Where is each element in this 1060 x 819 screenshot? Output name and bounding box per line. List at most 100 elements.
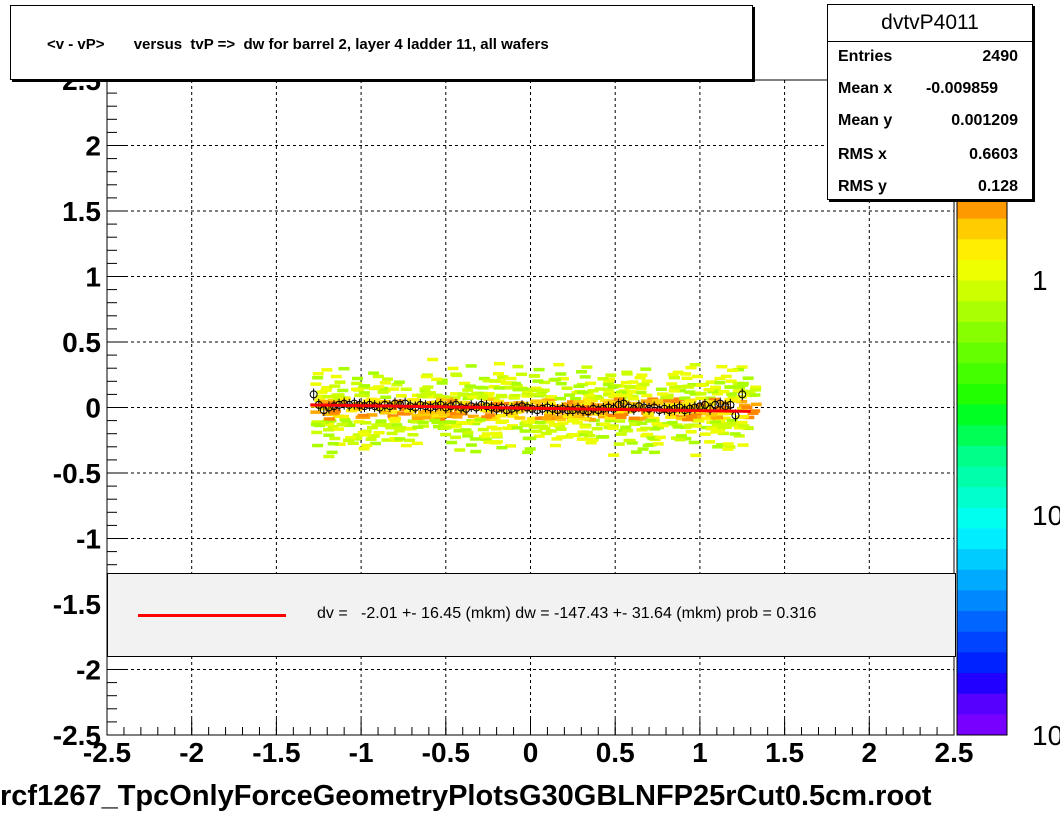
heatmap-cell bbox=[462, 434, 474, 438]
heatmap-cell bbox=[620, 425, 632, 430]
heatmap-cell bbox=[457, 393, 469, 397]
heatmap-cell bbox=[737, 443, 749, 447]
heatmap-cell bbox=[450, 435, 462, 440]
heatmap-cell bbox=[713, 429, 725, 433]
heatmap-cell bbox=[564, 393, 576, 397]
x-tick-label: 2.5 bbox=[935, 737, 974, 768]
heatmap-cell bbox=[338, 414, 350, 419]
heatmap-cell bbox=[467, 395, 479, 399]
heatmap-cell bbox=[555, 372, 567, 376]
heatmap-cell bbox=[360, 421, 372, 425]
legend-text: dv = -2.01 +- 16.45 (mkm) dw = -147.43 +… bbox=[317, 605, 817, 622]
heatmap-cell bbox=[382, 377, 394, 381]
heatmap-cell bbox=[675, 416, 687, 421]
heatmap-cell bbox=[532, 379, 544, 383]
heatmap-cell bbox=[539, 426, 551, 431]
heatmap-cell bbox=[325, 401, 337, 405]
heatmap-cell bbox=[440, 432, 452, 437]
heatmap-cell bbox=[489, 417, 501, 421]
heatmap-cell bbox=[704, 440, 716, 444]
profile-point bbox=[340, 399, 349, 408]
heatmap-cell bbox=[476, 396, 488, 400]
heatmap-cell bbox=[678, 403, 690, 407]
heatmap-cell bbox=[638, 382, 650, 387]
heatmap-cell bbox=[535, 392, 547, 397]
stats-histogram-name: dvtvP4011 bbox=[881, 11, 979, 34]
heatmap-cell bbox=[480, 408, 492, 413]
heatmap-cell bbox=[359, 384, 371, 388]
heatmap-cell bbox=[665, 415, 677, 419]
heatmap-cell bbox=[328, 411, 340, 415]
heatmap-cell bbox=[652, 402, 664, 406]
heatmap-cell bbox=[690, 404, 702, 409]
heatmap-cell bbox=[461, 421, 473, 425]
heatmap-cell bbox=[389, 419, 401, 423]
heatmap-cell bbox=[413, 402, 425, 406]
heatmap-cell bbox=[483, 397, 495, 402]
heatmap-cell bbox=[500, 381, 512, 385]
heatmap-cell bbox=[481, 415, 493, 419]
heatmap-cell bbox=[435, 397, 447, 402]
heatmap-cell bbox=[322, 395, 334, 399]
heatmap-cell bbox=[640, 426, 652, 431]
x-tick-label: 1.5 bbox=[765, 737, 804, 768]
heatmap-cell bbox=[612, 410, 624, 415]
heatmap-cell bbox=[742, 376, 754, 380]
y-tick-label: 2 bbox=[85, 131, 101, 162]
heatmap-cell bbox=[477, 386, 489, 390]
heatmap-cell bbox=[710, 385, 722, 390]
stats-box: dvtvP4011 Entries 2490 Mean x -0.009859 … bbox=[827, 4, 1033, 200]
heatmap-cell bbox=[695, 392, 707, 396]
heatmap-cell bbox=[619, 410, 631, 414]
heatmap-cell bbox=[711, 423, 723, 427]
heatmap-cell bbox=[406, 398, 418, 402]
heatmap-cell bbox=[519, 429, 531, 433]
x-tick-label: -1 bbox=[349, 737, 374, 768]
x-tick-label: 0 bbox=[523, 737, 539, 768]
heatmap-cell bbox=[318, 399, 330, 404]
heatmap-cell bbox=[736, 420, 748, 425]
heatmap-cell bbox=[455, 421, 467, 425]
heatmap-cell bbox=[573, 384, 585, 388]
heatmap-cell bbox=[668, 389, 680, 393]
heatmap-cell bbox=[725, 379, 737, 383]
heatmap-cell bbox=[577, 390, 589, 395]
heatmap-cell bbox=[462, 430, 474, 435]
heatmap-cell bbox=[625, 390, 637, 394]
heatmap-cell bbox=[357, 385, 369, 390]
heatmap-cell bbox=[589, 403, 601, 407]
heatmap-cell bbox=[419, 415, 431, 420]
heatmap-cell bbox=[677, 401, 689, 405]
colorbar-band bbox=[957, 652, 1007, 674]
heatmap-cell bbox=[493, 371, 505, 376]
heatmap-cell bbox=[373, 431, 385, 435]
heatmap-cell bbox=[573, 414, 585, 418]
profile-point bbox=[604, 403, 613, 412]
heatmap-cell bbox=[326, 408, 338, 412]
heatmap-cell bbox=[640, 367, 652, 371]
profile-point bbox=[619, 399, 628, 408]
x-tick-label: -2 bbox=[179, 737, 204, 768]
heatmap-cell bbox=[573, 400, 585, 404]
heatmap-cell bbox=[507, 414, 519, 418]
colorbar-label: 10 bbox=[1032, 720, 1060, 751]
heatmap-cell bbox=[615, 432, 627, 436]
profile-point bbox=[711, 400, 720, 409]
heatmap-cell bbox=[388, 387, 400, 391]
heatmap-cell bbox=[326, 450, 338, 455]
profile-point bbox=[738, 390, 747, 399]
heatmap-cell bbox=[323, 422, 335, 427]
heatmap-cell bbox=[390, 401, 402, 406]
heatmap-cell bbox=[365, 437, 377, 441]
heatmap-cell bbox=[670, 399, 682, 403]
colorbar-label: 10 bbox=[1032, 500, 1060, 531]
heatmap-cell bbox=[732, 424, 744, 428]
heatmap-cell bbox=[541, 398, 553, 402]
heatmap-cell bbox=[724, 385, 736, 389]
heatmap-cell bbox=[495, 414, 507, 418]
heatmap-cell bbox=[431, 420, 443, 425]
heatmap-cell bbox=[689, 363, 701, 367]
heatmap-cell bbox=[598, 435, 610, 439]
heatmap-cell bbox=[530, 386, 542, 391]
x-tick-label: 0.5 bbox=[596, 737, 635, 768]
